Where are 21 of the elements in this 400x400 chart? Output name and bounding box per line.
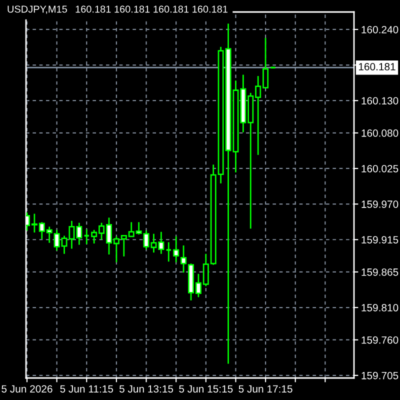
y-tick-label: 159.705: [362, 372, 398, 380]
y-tick-label: 159.915: [362, 236, 398, 244]
y-tick-label: 159.970: [362, 200, 398, 208]
y-tick-label: 160.025: [362, 164, 398, 172]
ref-line-label: 160.181: [358, 63, 396, 70]
y-tick-label: 160.130: [362, 97, 398, 104]
x-tick-label: 5 Jun 2026: [2, 385, 52, 393]
chart-subtitle: 160.181 160.181 160.181 160.181: [76, 6, 228, 13]
y-tick-label: 160.080: [362, 129, 398, 137]
x-tick-label: 5 Jun 17:15: [238, 385, 292, 393]
candlestick: [165, 242, 172, 262]
candlestick: [173, 236, 180, 263]
x-tick-label: 5 Jun 11:15: [60, 385, 114, 393]
x-tick-label: 5 Jun 13:15: [119, 385, 174, 393]
y-tick-label: 159.810: [362, 304, 398, 312]
x-tick-label: 5 Jun 15:15: [179, 385, 233, 393]
y-tick-label: 159.760: [362, 336, 398, 344]
y-tick-label: 159.865: [362, 268, 398, 276]
candlestick: [180, 244, 187, 274]
y-tick-label: 160.240: [362, 26, 398, 34]
chart-title: USDJPY,M15: [8, 6, 67, 14]
